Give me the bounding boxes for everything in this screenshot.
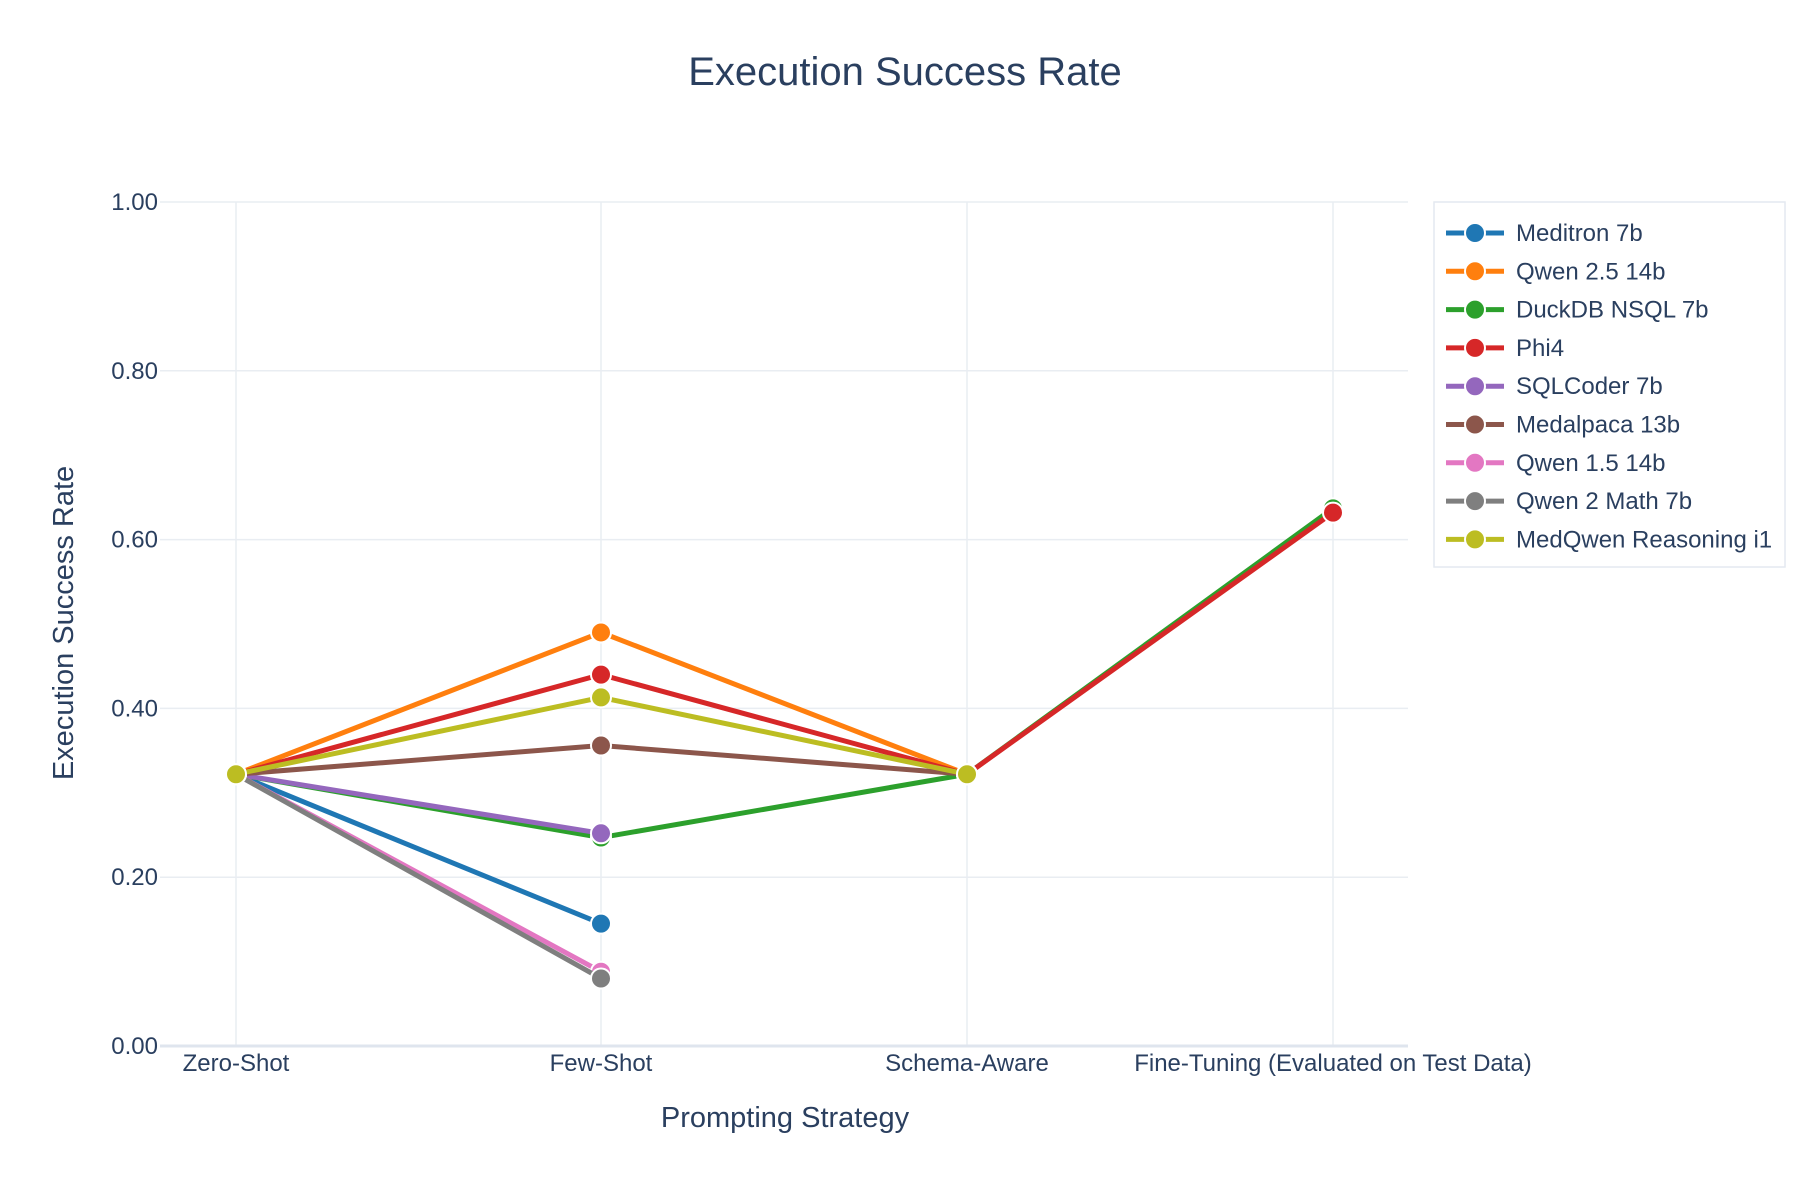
x-tick-label: Zero-Shot xyxy=(183,1050,290,1077)
series-line xyxy=(233,771,604,927)
legend-item[interactable]: MedQwen Reasoning i1 xyxy=(1446,526,1772,553)
series-group xyxy=(225,763,612,935)
legend-label: Qwen 2 Math 7b xyxy=(1516,488,1692,515)
y-tick-label: 1.00 xyxy=(111,189,158,216)
data-point xyxy=(590,734,612,757)
legend-item[interactable]: Medalpaca 13b xyxy=(1446,412,1680,439)
legend-marker-swatch xyxy=(1464,490,1486,513)
y-tick-label: 0.60 xyxy=(111,527,158,554)
data-point xyxy=(590,686,612,709)
x-tick-label: Few-Shot xyxy=(550,1050,653,1077)
legend-label: SQLCoder 7b xyxy=(1516,373,1663,400)
legend-marker-swatch xyxy=(1464,413,1486,436)
series-group xyxy=(225,686,978,786)
legend-marker-swatch xyxy=(1464,298,1486,321)
legend-marker-swatch xyxy=(1464,336,1486,359)
legend-label: MedQwen Reasoning i1 xyxy=(1516,526,1772,553)
legend-marker-swatch xyxy=(1464,222,1486,244)
legend-marker-swatch xyxy=(1464,260,1486,283)
legend-item[interactable]: Meditron 7b xyxy=(1446,220,1643,247)
y-tick-label: 0.20 xyxy=(111,864,158,891)
legend: Meditron 7b Qwen 2.5 14b DuckDB NSQL 7b Phi… xyxy=(1433,201,1786,568)
legend-label: DuckDB NSQL 7b xyxy=(1516,297,1709,324)
legend-item[interactable]: Qwen 2.5 14b xyxy=(1446,258,1665,285)
grid-layer xyxy=(160,201,1408,1048)
x-axis-title: Prompting Strategy xyxy=(661,1102,910,1134)
data-point xyxy=(590,663,612,686)
y-tick-label: 0.00 xyxy=(111,1033,158,1060)
legend-label: Phi4 xyxy=(1516,335,1564,362)
data-point xyxy=(590,822,612,845)
data-point xyxy=(590,621,612,644)
legend-label: Qwen 1.5 14b xyxy=(1516,450,1665,477)
series-line xyxy=(233,505,1336,841)
data-point xyxy=(590,912,612,935)
axes-layer: 0.00 0.20 0.40 0.60 0.80 1.00 Zero-Shot Few-Sho… xyxy=(111,189,1531,1077)
legend-item[interactable]: SQLCoder 7b xyxy=(1446,373,1663,400)
data-point xyxy=(956,763,978,786)
legend-item[interactable]: Qwen 1.5 14b xyxy=(1446,450,1665,477)
y-axis-title: Execution Success Rate xyxy=(48,466,80,780)
data-point xyxy=(225,763,247,786)
series-line xyxy=(233,771,604,836)
y-tick-label: 0.80 xyxy=(111,358,158,385)
y-tick-label: 0.40 xyxy=(111,695,158,722)
legend-item[interactable]: Qwen 2 Math 7b xyxy=(1446,488,1692,515)
series-layer xyxy=(225,497,1344,990)
data-point xyxy=(590,967,612,990)
legend-item[interactable]: DuckDB NSQL 7b xyxy=(1446,297,1709,324)
series-line xyxy=(233,510,1336,777)
series-line xyxy=(233,771,604,981)
legend-marker-swatch xyxy=(1464,375,1486,398)
x-tick-label: Schema-Aware xyxy=(885,1050,1049,1077)
data-point xyxy=(1322,501,1344,524)
legend-marker-swatch xyxy=(1464,528,1486,551)
legend-item[interactable]: Phi4 xyxy=(1446,335,1564,362)
legend-label: Medalpaca 13b xyxy=(1516,412,1680,439)
chart-title: Execution Success Rate xyxy=(688,50,1122,94)
legend-items: Meditron 7b Qwen 2.5 14b DuckDB NSQL 7b Phi… xyxy=(1446,220,1772,553)
x-tick-label: Fine-Tuning (Evaluated on Test Data) xyxy=(1134,1050,1532,1077)
legend-marker-swatch xyxy=(1464,451,1486,474)
legend-label: Qwen 2.5 14b xyxy=(1516,258,1665,285)
series-group xyxy=(225,497,1344,849)
legend-label: Meditron 7b xyxy=(1516,220,1643,247)
